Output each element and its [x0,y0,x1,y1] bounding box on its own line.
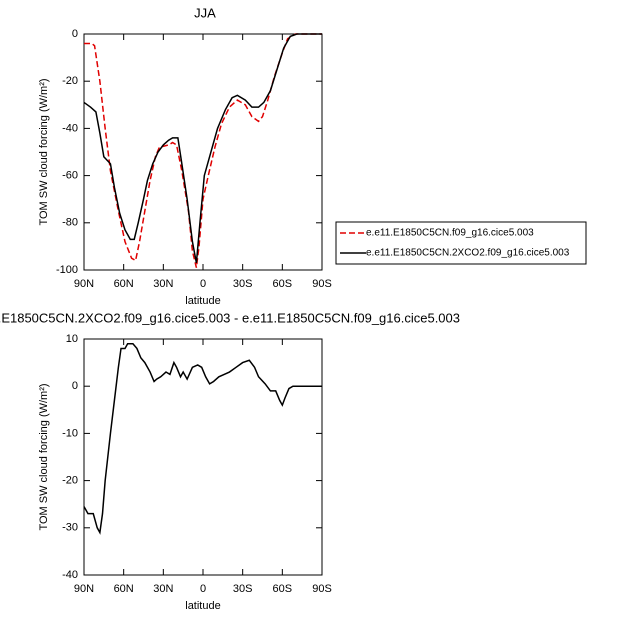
x-tick-label: 60N [114,278,134,290]
y-tick-label: -60 [62,170,78,182]
x-tick-label: 60S [273,278,293,290]
y-tick-label: 10 [66,333,78,345]
y-axis-label: TOM SW cloud forcing (W/m²) [38,383,50,530]
series-line [83,33,322,264]
x-axis-label: latitude [185,295,220,307]
chart-title: JJA [194,5,216,20]
y-tick-label: -10 [62,427,78,439]
plot-frame [83,33,323,271]
y-axis-label: TOM SW cloud forcing (W/m²) [38,78,50,225]
series-line [83,342,322,535]
x-tick-label: 90S [312,278,332,290]
x-tick-label: 60N [114,583,134,595]
x-tick-label: 90S [312,583,332,595]
series-line [84,33,322,268]
x-tick-label: 30N [153,583,173,595]
y-tick-label: -80 [62,217,78,229]
y-tick-label: -40 [62,569,78,581]
x-axis-label: latitude [185,600,220,612]
legend-label: e.e11.E1850C5CN.2XCO2.f09_g16.cice5.003 [366,248,570,259]
x-tick-label: 90N [74,583,94,595]
x-tick-label: 60S [273,583,293,595]
x-tick-label: 90N [74,278,94,290]
y-tick-label: -20 [62,75,78,87]
y-tick-label: -100 [56,264,78,276]
y-tick-label: -20 [62,475,78,487]
x-tick-label: 0 [200,583,206,595]
x-tick-label: 30S [233,583,253,595]
x-tick-label: 0 [200,278,206,290]
y-tick-label: 0 [72,380,78,392]
x-tick-label: 30N [153,278,173,290]
legend-box [335,221,587,265]
y-tick-label: -30 [62,522,78,534]
legend-label: e.e11.E1850C5CN.f09_g16.cice5.003 [366,228,534,239]
y-tick-label: 0 [72,28,78,40]
plot-frame [83,338,323,576]
x-tick-label: 30S [233,278,253,290]
y-tick-label: -40 [62,122,78,134]
chart-title: e.e11.E1850C5CN.2XCO2.f09_g16.cice5.003 … [0,310,460,325]
